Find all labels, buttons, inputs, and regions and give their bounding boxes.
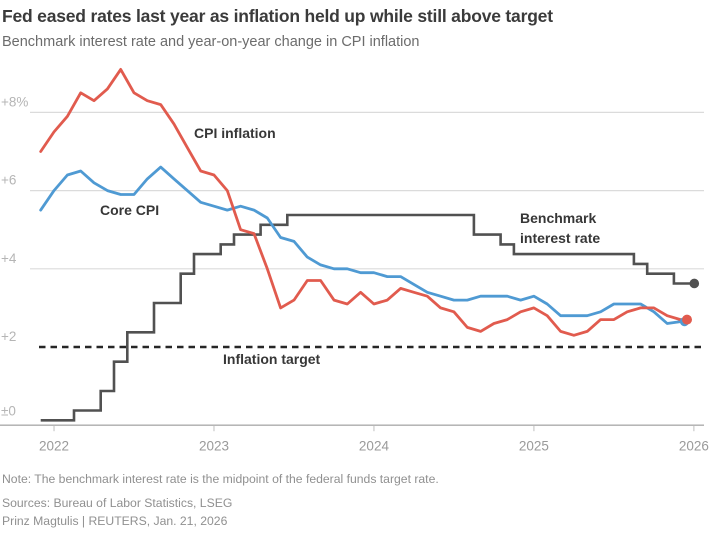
y-tick-label: +8% — [1, 94, 28, 109]
cpi-line — [39, 68, 689, 337]
y-tick-label: +6 — [1, 173, 16, 188]
byline: Prinz Magtulis | REUTERS, Jan. 21, 2026 — [2, 514, 228, 528]
page-title: Fed eased rates last year as inflation h… — [2, 6, 553, 26]
y-tick-label: +4 — [1, 251, 17, 266]
core-cpi-line — [39, 165, 686, 325]
y-tick-label: ±0 — [1, 404, 16, 419]
y-tick-label: +2 — [1, 329, 16, 344]
benchmark-rate-series-label: Benchmark interest rate — [520, 210, 601, 246]
footnote: Note: The benchmark interest rate is the… — [2, 472, 439, 486]
cpi-inflation-series-label: CPI inflation — [194, 125, 276, 141]
benchmark-step-line — [40, 213, 694, 422]
sources-line: Sources: Bureau of Labor Statistics, LSE… — [2, 496, 233, 510]
core-cpi-series-label: Core CPI — [100, 202, 160, 218]
x-tick-label: 2025 — [519, 439, 549, 454]
x-tick-label: 2024 — [359, 439, 390, 454]
x-tick-label: 2026 — [679, 439, 709, 454]
x-tick-label: 2023 — [199, 439, 229, 454]
x-tick-label: 2022 — [39, 439, 69, 454]
inflation-target-label: Inflation target — [223, 351, 321, 367]
cpi-end-dot — [682, 314, 692, 325]
benchmark-end-dot — [689, 278, 700, 289]
page-subtitle: Benchmark interest rate and year-on-year… — [2, 34, 420, 50]
